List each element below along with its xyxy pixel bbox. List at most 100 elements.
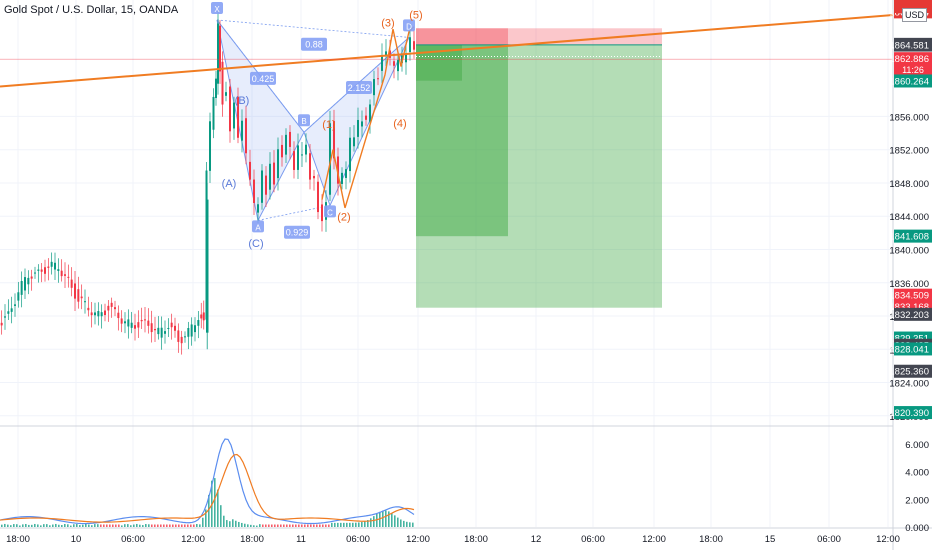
time-axis-tick: 18:00 bbox=[240, 534, 264, 545]
histogram-bar bbox=[94, 524, 96, 527]
histogram-bar bbox=[379, 511, 381, 527]
candle-body bbox=[393, 61, 395, 66]
histogram-bar bbox=[346, 522, 348, 527]
histogram-bar bbox=[166, 524, 168, 527]
candle-body bbox=[37, 269, 40, 271]
histogram-bar bbox=[160, 524, 162, 527]
histogram-bar bbox=[61, 525, 63, 527]
price-label: 1860.264 bbox=[889, 76, 929, 87]
candle-body bbox=[233, 102, 235, 129]
candle-body bbox=[305, 144, 307, 155]
price-label-box bbox=[894, 38, 932, 52]
histogram-bar bbox=[154, 524, 156, 527]
candle-body bbox=[97, 311, 100, 317]
candle-body bbox=[209, 121, 211, 171]
candle-body bbox=[285, 134, 287, 155]
candle-body bbox=[389, 50, 391, 58]
candle-body bbox=[174, 325, 176, 331]
candle-body bbox=[90, 312, 93, 316]
ratio-label: 2.152 bbox=[348, 83, 371, 93]
histogram-bar bbox=[337, 522, 339, 527]
histogram-bar bbox=[283, 524, 285, 527]
wave-label: (5) bbox=[409, 9, 422, 21]
histogram-bar bbox=[340, 522, 342, 527]
histogram-bar bbox=[229, 521, 231, 527]
harmonic-ratio-line bbox=[216, 19, 410, 38]
time-axis-tick: 06:00 bbox=[817, 534, 841, 545]
candle-body bbox=[157, 327, 160, 335]
candle-body bbox=[10, 308, 13, 312]
candle-body bbox=[114, 307, 116, 310]
candle-body bbox=[40, 269, 43, 272]
histogram-bar bbox=[289, 524, 291, 527]
histogram-bar bbox=[139, 524, 141, 527]
histogram-bar bbox=[82, 524, 84, 527]
candle-body bbox=[27, 277, 30, 285]
pattern-point-badge bbox=[298, 114, 310, 127]
price-axis-tick: 1848.000 bbox=[889, 179, 929, 190]
currency-badge[interactable]: USD bbox=[902, 8, 928, 22]
histogram-bar bbox=[109, 524, 111, 527]
candle-body bbox=[180, 336, 183, 344]
histogram-bar bbox=[4, 523, 6, 527]
histogram-bar bbox=[286, 524, 288, 527]
histogram-bar bbox=[34, 523, 36, 527]
candle-body bbox=[237, 96, 239, 138]
histogram-bar bbox=[361, 522, 363, 527]
indicator-axis-tick: 2.000 bbox=[905, 495, 929, 506]
histogram-bar bbox=[376, 513, 378, 527]
candle-body bbox=[170, 322, 173, 328]
histogram-bar bbox=[49, 525, 51, 527]
candle-body bbox=[313, 175, 315, 179]
histogram-bar bbox=[202, 517, 204, 527]
candle-body bbox=[215, 78, 217, 99]
histogram-bar bbox=[16, 524, 18, 527]
wave-label: (C) bbox=[248, 238, 263, 250]
candle-body bbox=[353, 137, 355, 147]
pattern-point-badge bbox=[324, 205, 336, 218]
candle-body bbox=[17, 292, 20, 301]
ratio-badge bbox=[250, 71, 276, 85]
candle-body bbox=[110, 302, 113, 307]
histogram-bar bbox=[100, 524, 102, 527]
histogram-bar bbox=[151, 524, 153, 527]
candle-body bbox=[14, 304, 16, 306]
histogram-bar bbox=[394, 515, 396, 527]
histogram-bar bbox=[220, 505, 222, 527]
histogram-bar bbox=[322, 524, 324, 527]
price-label: 1825.360 bbox=[889, 367, 929, 378]
histogram-bar bbox=[127, 524, 129, 527]
ratio-label: 0.929 bbox=[286, 228, 309, 238]
time-axis-tick: 12:00 bbox=[406, 534, 430, 545]
histogram-bar bbox=[325, 524, 327, 527]
histogram-bar bbox=[199, 524, 201, 527]
histogram-bar bbox=[124, 524, 126, 527]
price-axis-tick: 1852.000 bbox=[889, 146, 929, 157]
candle-body bbox=[409, 37, 411, 53]
candle-body bbox=[177, 330, 180, 342]
histogram-bar bbox=[256, 525, 258, 527]
histogram-bar bbox=[253, 525, 255, 527]
price-label-box bbox=[894, 307, 932, 321]
histogram-bar bbox=[181, 524, 183, 527]
candle-body bbox=[357, 119, 359, 137]
histogram-bar bbox=[25, 523, 27, 527]
candle-body bbox=[84, 301, 86, 303]
price-axis-tick: 1824.000 bbox=[889, 379, 929, 390]
histogram-bar bbox=[334, 522, 336, 527]
candle-body bbox=[20, 280, 23, 295]
histogram-bar bbox=[226, 520, 228, 527]
candle-body bbox=[385, 51, 387, 57]
candle-body bbox=[94, 312, 96, 316]
indicator-axis-tick: 6.000 bbox=[905, 440, 929, 451]
pattern-point-label: C bbox=[327, 208, 333, 217]
candle-body bbox=[413, 41, 415, 50]
histogram-bar bbox=[364, 521, 366, 527]
histogram-bar bbox=[187, 524, 189, 527]
ratio-label: 0.88 bbox=[305, 40, 323, 50]
candle-body bbox=[100, 312, 103, 317]
histogram-bar bbox=[409, 522, 411, 527]
candle-body bbox=[309, 153, 311, 180]
